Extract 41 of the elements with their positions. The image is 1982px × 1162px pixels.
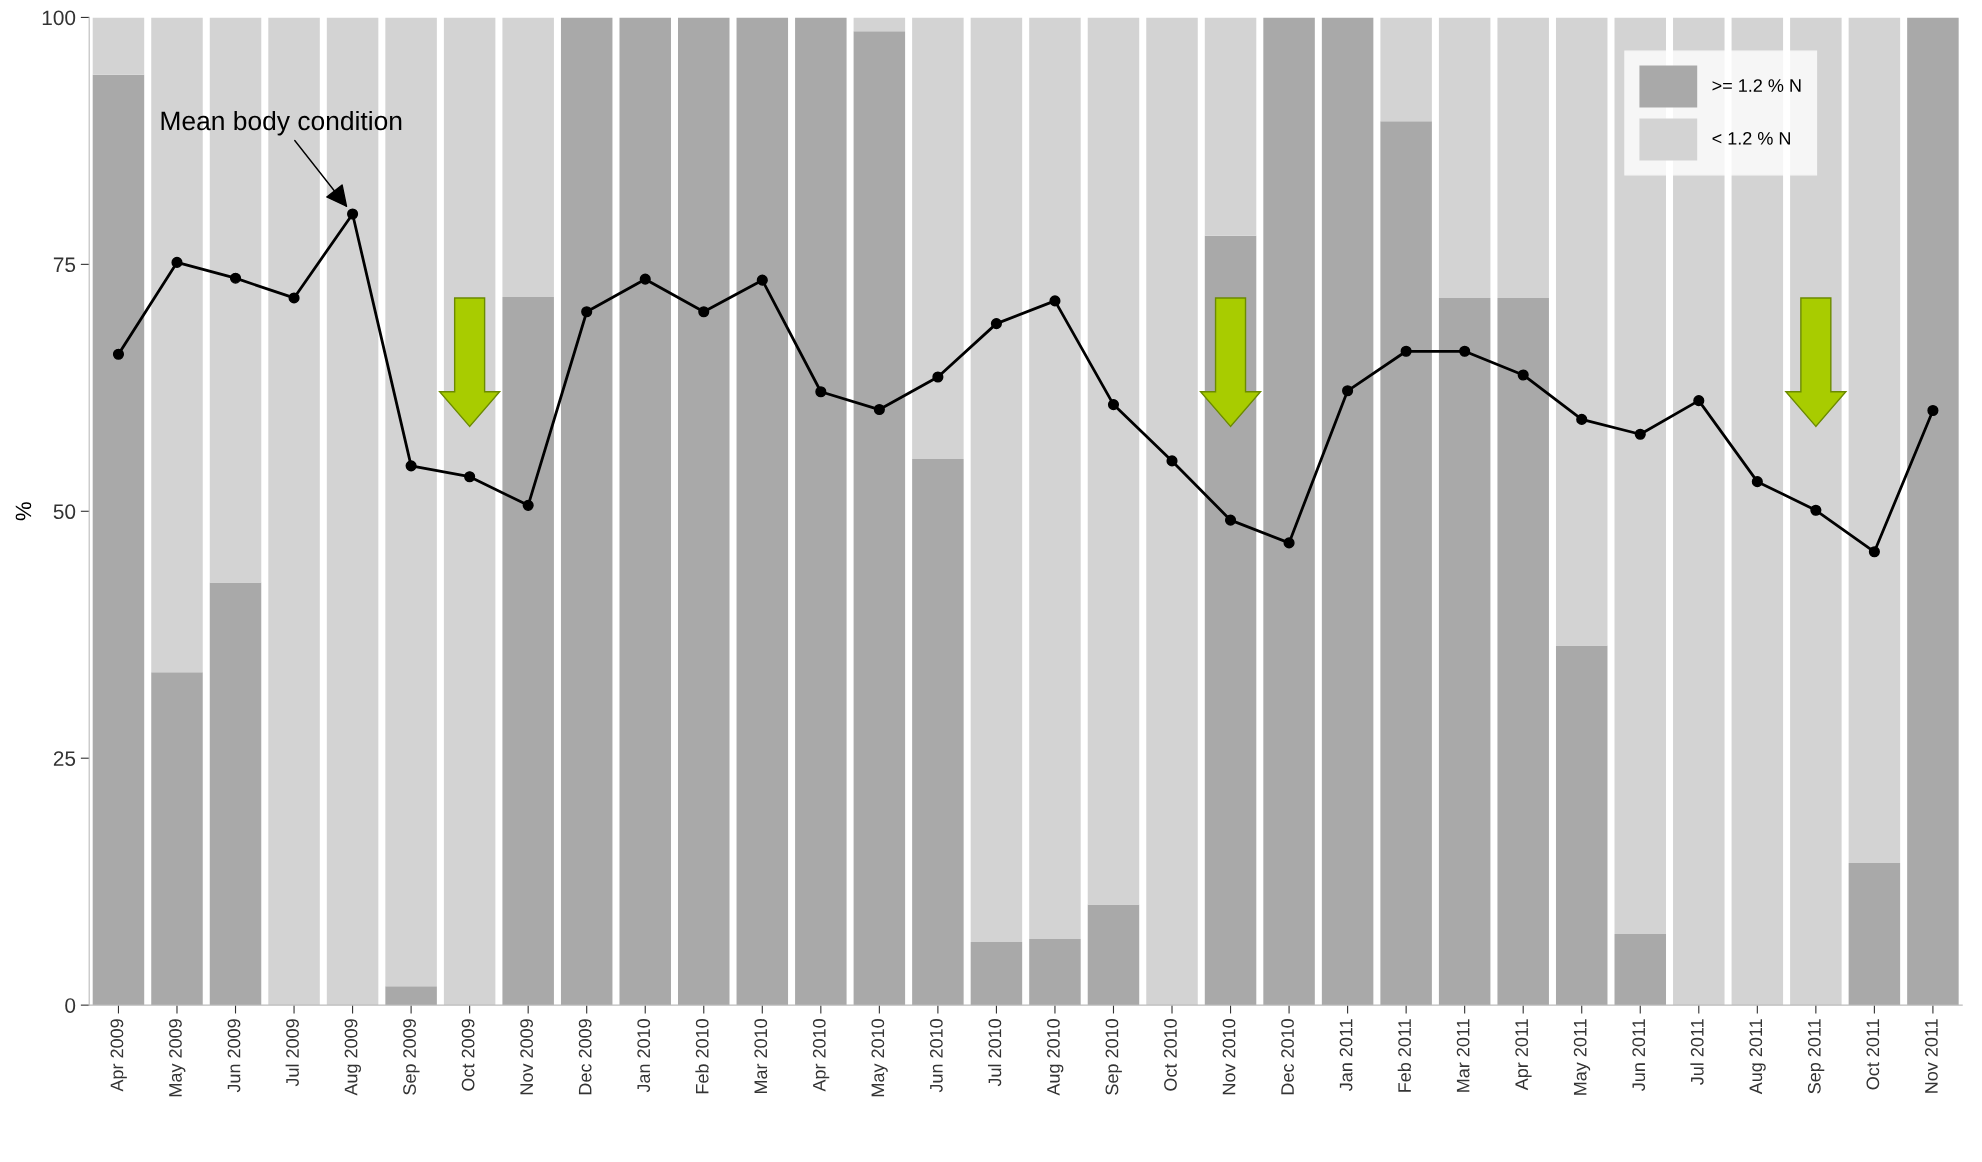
x-tick-label: Apr 2009 <box>110 1019 127 1092</box>
x-tick-label: Feb 2010 <box>695 1019 709 1094</box>
x-tick-label: Mar 2011 <box>1456 1019 1470 1092</box>
x-tick-label: May 2010 <box>871 1019 888 1097</box>
x-tick-label: Aug 2011 <box>1749 1019 1766 1095</box>
legend-label: < 1.2 % N <box>1712 131 1790 145</box>
x-tick-label: Aug 2009 <box>344 1019 361 1096</box>
x-tick-label: Dec 2010 <box>1281 1019 1294 1095</box>
x-tick-label: Jan 2010 <box>637 1019 651 1093</box>
x-tick-label: Jun 2011 <box>1632 1019 1646 1091</box>
y-tick-label: 25 <box>53 751 76 766</box>
x-tick-label: Feb 2011 <box>1397 1019 1411 1092</box>
x-tick-label: Jun 2010 <box>929 1019 943 1093</box>
annotation: Mean body condition <box>161 110 402 136</box>
x-tick-label: Jul 2011 <box>1690 1019 1704 1085</box>
x-tick-label: Sep 2010 <box>1105 1019 1122 1095</box>
x-tick-label: Sep 2011 <box>1807 1019 1825 1094</box>
x-tick-label: May 2011 <box>1573 1019 1591 1095</box>
x-tick-label: Apr 2011 <box>1515 1019 1532 1091</box>
x-tick-label: Jun 2009 <box>227 1019 241 1093</box>
x-tick-label: May 2009 <box>169 1019 186 1097</box>
x-tick-label: Mar 2010 <box>754 1019 768 1094</box>
x-tick-label: Oct 2011 <box>1866 1019 1880 1090</box>
y-tick-label: 0 <box>65 998 76 1013</box>
x-tick-label: Oct 2010 <box>1164 1019 1177 1091</box>
x-tick-label: Jul 2010 <box>988 1019 1002 1087</box>
y-tick-label: 75 <box>53 257 76 273</box>
x-tick-label: Dec 2009 <box>578 1019 592 1095</box>
x-tick-label: Oct 2009 <box>461 1019 475 1091</box>
y-axis-title: % <box>15 502 32 521</box>
legend-label: >= 1.2 % N <box>1712 79 1801 92</box>
x-tick-label: Jan 2011 <box>1339 1019 1353 1091</box>
x-tick-label: Nov 2011 <box>1924 1019 1938 1093</box>
x-tick-label: Aug 2010 <box>1047 1019 1064 1096</box>
x-tick-label: Apr 2010 <box>812 1019 830 1092</box>
x-tick-label: Jul 2009 <box>285 1019 299 1087</box>
x-tick-label: Nov 2010 <box>1222 1019 1236 1095</box>
y-tick-label: 100 <box>42 10 76 26</box>
x-tick-label: Nov 2009 <box>520 1019 534 1095</box>
x-tick-label: Sep 2009 <box>403 1019 420 1095</box>
y-tick-label: 50 <box>53 504 76 520</box>
